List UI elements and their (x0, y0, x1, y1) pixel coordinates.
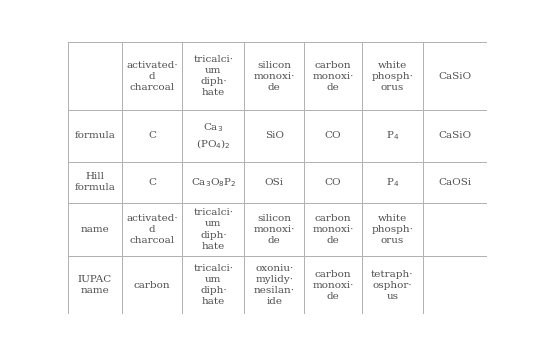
Text: silicon
monoxi·
de: silicon monoxi· de (254, 61, 295, 92)
Text: carbon
monoxi·
de: carbon monoxi· de (312, 214, 354, 245)
Text: OSi: OSi (265, 178, 283, 187)
Text: carbon
monoxi·
de: carbon monoxi· de (312, 61, 354, 92)
Text: carbon
monoxi·
de: carbon monoxi· de (312, 270, 354, 301)
Text: white
phosph·
orus: white phosph· orus (372, 214, 413, 245)
Text: C: C (148, 131, 156, 140)
Text: white
phosph·
orus: white phosph· orus (372, 61, 413, 92)
Text: activated·
d
charcoal: activated· d charcoal (126, 214, 178, 245)
Text: carbon: carbon (134, 281, 170, 290)
Text: activated·
d
charcoal: activated· d charcoal (126, 61, 178, 92)
Text: CaSiO: CaSiO (438, 72, 471, 81)
Text: name: name (81, 225, 109, 234)
Text: tricalci·
um
diph·
hate: tricalci· um diph· hate (193, 55, 233, 97)
Text: CO: CO (325, 178, 341, 187)
Text: tricalci·
um
diph·
hate: tricalci· um diph· hate (193, 264, 233, 306)
Text: Ca$_3$
(PO$_4$)$_2$: Ca$_3$ (PO$_4$)$_2$ (196, 121, 230, 151)
Text: C: C (148, 178, 156, 187)
Text: oxoniu·
mylidy·
nesilan·
ide: oxoniu· mylidy· nesilan· ide (254, 264, 295, 306)
Text: tetraph·
osphor·
us: tetraph· osphor· us (371, 270, 414, 301)
Text: SiO: SiO (265, 131, 283, 140)
Text: P$_4$: P$_4$ (386, 130, 399, 142)
Text: Hill
formula: Hill formula (74, 172, 115, 192)
Text: CO: CO (325, 131, 341, 140)
Text: CaOSi: CaOSi (438, 178, 471, 187)
Text: formula: formula (74, 131, 115, 140)
Text: IUPAC
name: IUPAC name (77, 275, 112, 295)
Text: tricalci·
um
diph·
hate: tricalci· um diph· hate (193, 208, 233, 251)
Text: P$_4$: P$_4$ (386, 176, 399, 189)
Text: Ca$_3$O$_8$P$_2$: Ca$_3$O$_8$P$_2$ (190, 176, 236, 189)
Text: CaSiO: CaSiO (438, 131, 471, 140)
Text: silicon
monoxi·
de: silicon monoxi· de (254, 214, 295, 245)
